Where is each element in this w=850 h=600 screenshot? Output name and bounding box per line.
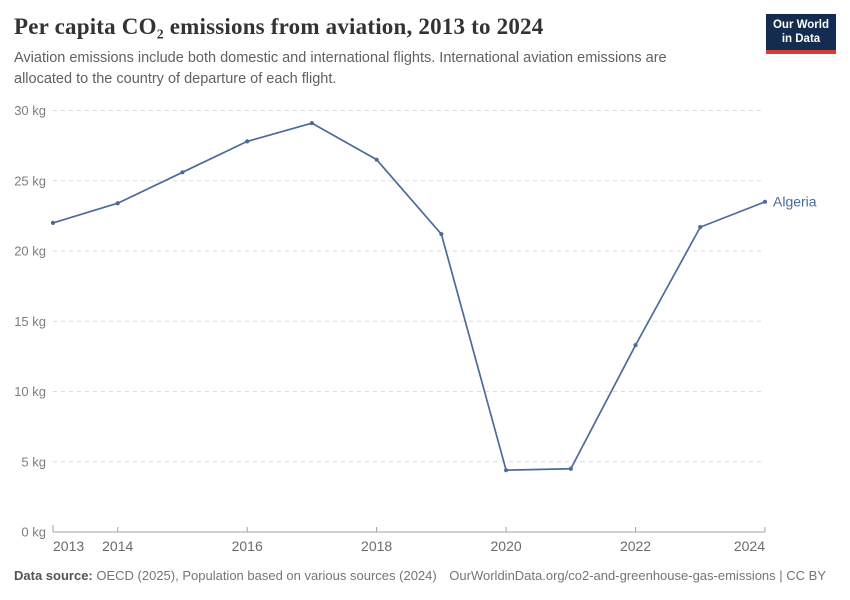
chart-footer: Data source: OECD (2025), Population bas… [14,568,826,583]
data-point[interactable] [633,343,638,348]
x-axis-tick-label: 2024 [734,538,765,554]
series-end-label[interactable]: Algeria [773,193,817,209]
logo-line-2: in Data [781,32,821,45]
x-axis-tick-label: 2014 [102,538,133,554]
chart-header: Per capita CO₂ emissions from aviation, … [14,14,836,90]
owid-logo[interactable]: Our World in Data [766,14,836,54]
data-point[interactable] [698,225,703,230]
y-axis-tick-label: 20 kg [14,244,46,259]
subtitle-line-2: allocated to the country of departure of… [14,71,337,87]
y-axis-tick-label: 15 kg [14,314,46,329]
data-source-label: Data source: [14,568,93,583]
data-point[interactable] [503,468,509,473]
y-axis-tick-label: 0 kg [21,525,46,540]
data-point[interactable] [439,232,444,237]
logo-line-1: Our World [772,19,829,31]
data-point[interactable] [50,220,56,225]
x-axis-tick-label: 2022 [620,538,651,554]
y-axis-tick-label: 25 kg [14,173,46,188]
data-point[interactable] [180,170,185,175]
x-axis-tick-label: 2018 [361,538,392,554]
line-series-algeria[interactable] [52,122,766,472]
data-source-text: OECD (2025), Population based on various… [92,568,437,583]
data-point[interactable] [309,121,315,126]
data-point[interactable] [245,139,250,144]
data-point[interactable] [374,157,379,162]
x-axis-tick-label: 2016 [232,538,263,554]
y-axis-tick-label: 10 kg [14,384,46,399]
data-source-note: Data source: OECD (2025), Population bas… [14,568,437,583]
data-point[interactable] [762,199,768,204]
subtitle-line-1: Aviation emissions include both domestic… [14,50,667,66]
license-link[interactable]: OurWorldinData.org/co2-and-greenhouse-ga… [449,568,826,583]
data-point[interactable] [568,466,573,471]
data-point[interactable] [115,201,120,206]
chart-subtitle: Aviation emissions include both domestic… [14,48,836,90]
x-axis-tick-label: 2013 [53,538,84,554]
page-title: Per capita CO₂ emissions from aviation, … [14,14,544,39]
x-axis-tick-label: 2020 [491,538,522,554]
y-axis-tick-label: 5 kg [21,454,46,469]
y-axis-tick-label: 30 kg [14,103,46,118]
